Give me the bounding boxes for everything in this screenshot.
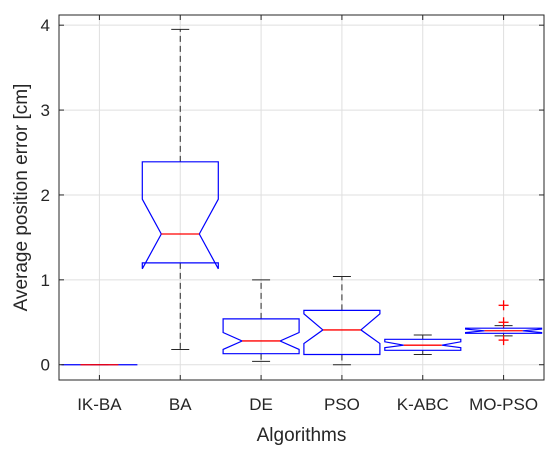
outlier-marker — [498, 335, 509, 346]
box-body — [303, 309, 381, 356]
box-body — [141, 161, 219, 270]
x-tick-label: IK-BA — [77, 395, 122, 414]
x-tick-label: DE — [249, 395, 273, 414]
box-body — [384, 338, 462, 351]
box-ba — [141, 28, 219, 350]
plot-area — [61, 28, 543, 366]
box-body — [465, 327, 543, 334]
outlier-marker — [498, 317, 509, 328]
box-de — [222, 279, 300, 362]
axis-ticks: 0 1 2 3 4 IK-BA BA DE PSO K-ABC MO-PSO — [41, 15, 544, 414]
box-k-abc — [384, 334, 462, 356]
box-body — [222, 318, 300, 355]
x-axis-label: Algorithms — [257, 425, 347, 446]
outlier-marker — [498, 300, 509, 311]
y-tick-label: 3 — [41, 101, 50, 120]
y-tick-label: 1 — [41, 271, 50, 290]
x-tick-label: MO-PSO — [469, 395, 538, 414]
box-mo-pso — [465, 300, 543, 346]
grid-lines — [59, 15, 544, 380]
y-axis-label: Average position error [cm] — [11, 84, 32, 312]
y-tick-label: 4 — [41, 16, 50, 35]
y-tick-label: 2 — [41, 186, 50, 205]
x-tick-label: PSO — [324, 395, 360, 414]
box-pso — [303, 275, 381, 366]
x-tick-label: K-ABC — [397, 395, 449, 414]
axes-frame — [58, 14, 545, 381]
y-tick-label: 0 — [41, 356, 50, 375]
x-tick-label: BA — [169, 395, 192, 414]
